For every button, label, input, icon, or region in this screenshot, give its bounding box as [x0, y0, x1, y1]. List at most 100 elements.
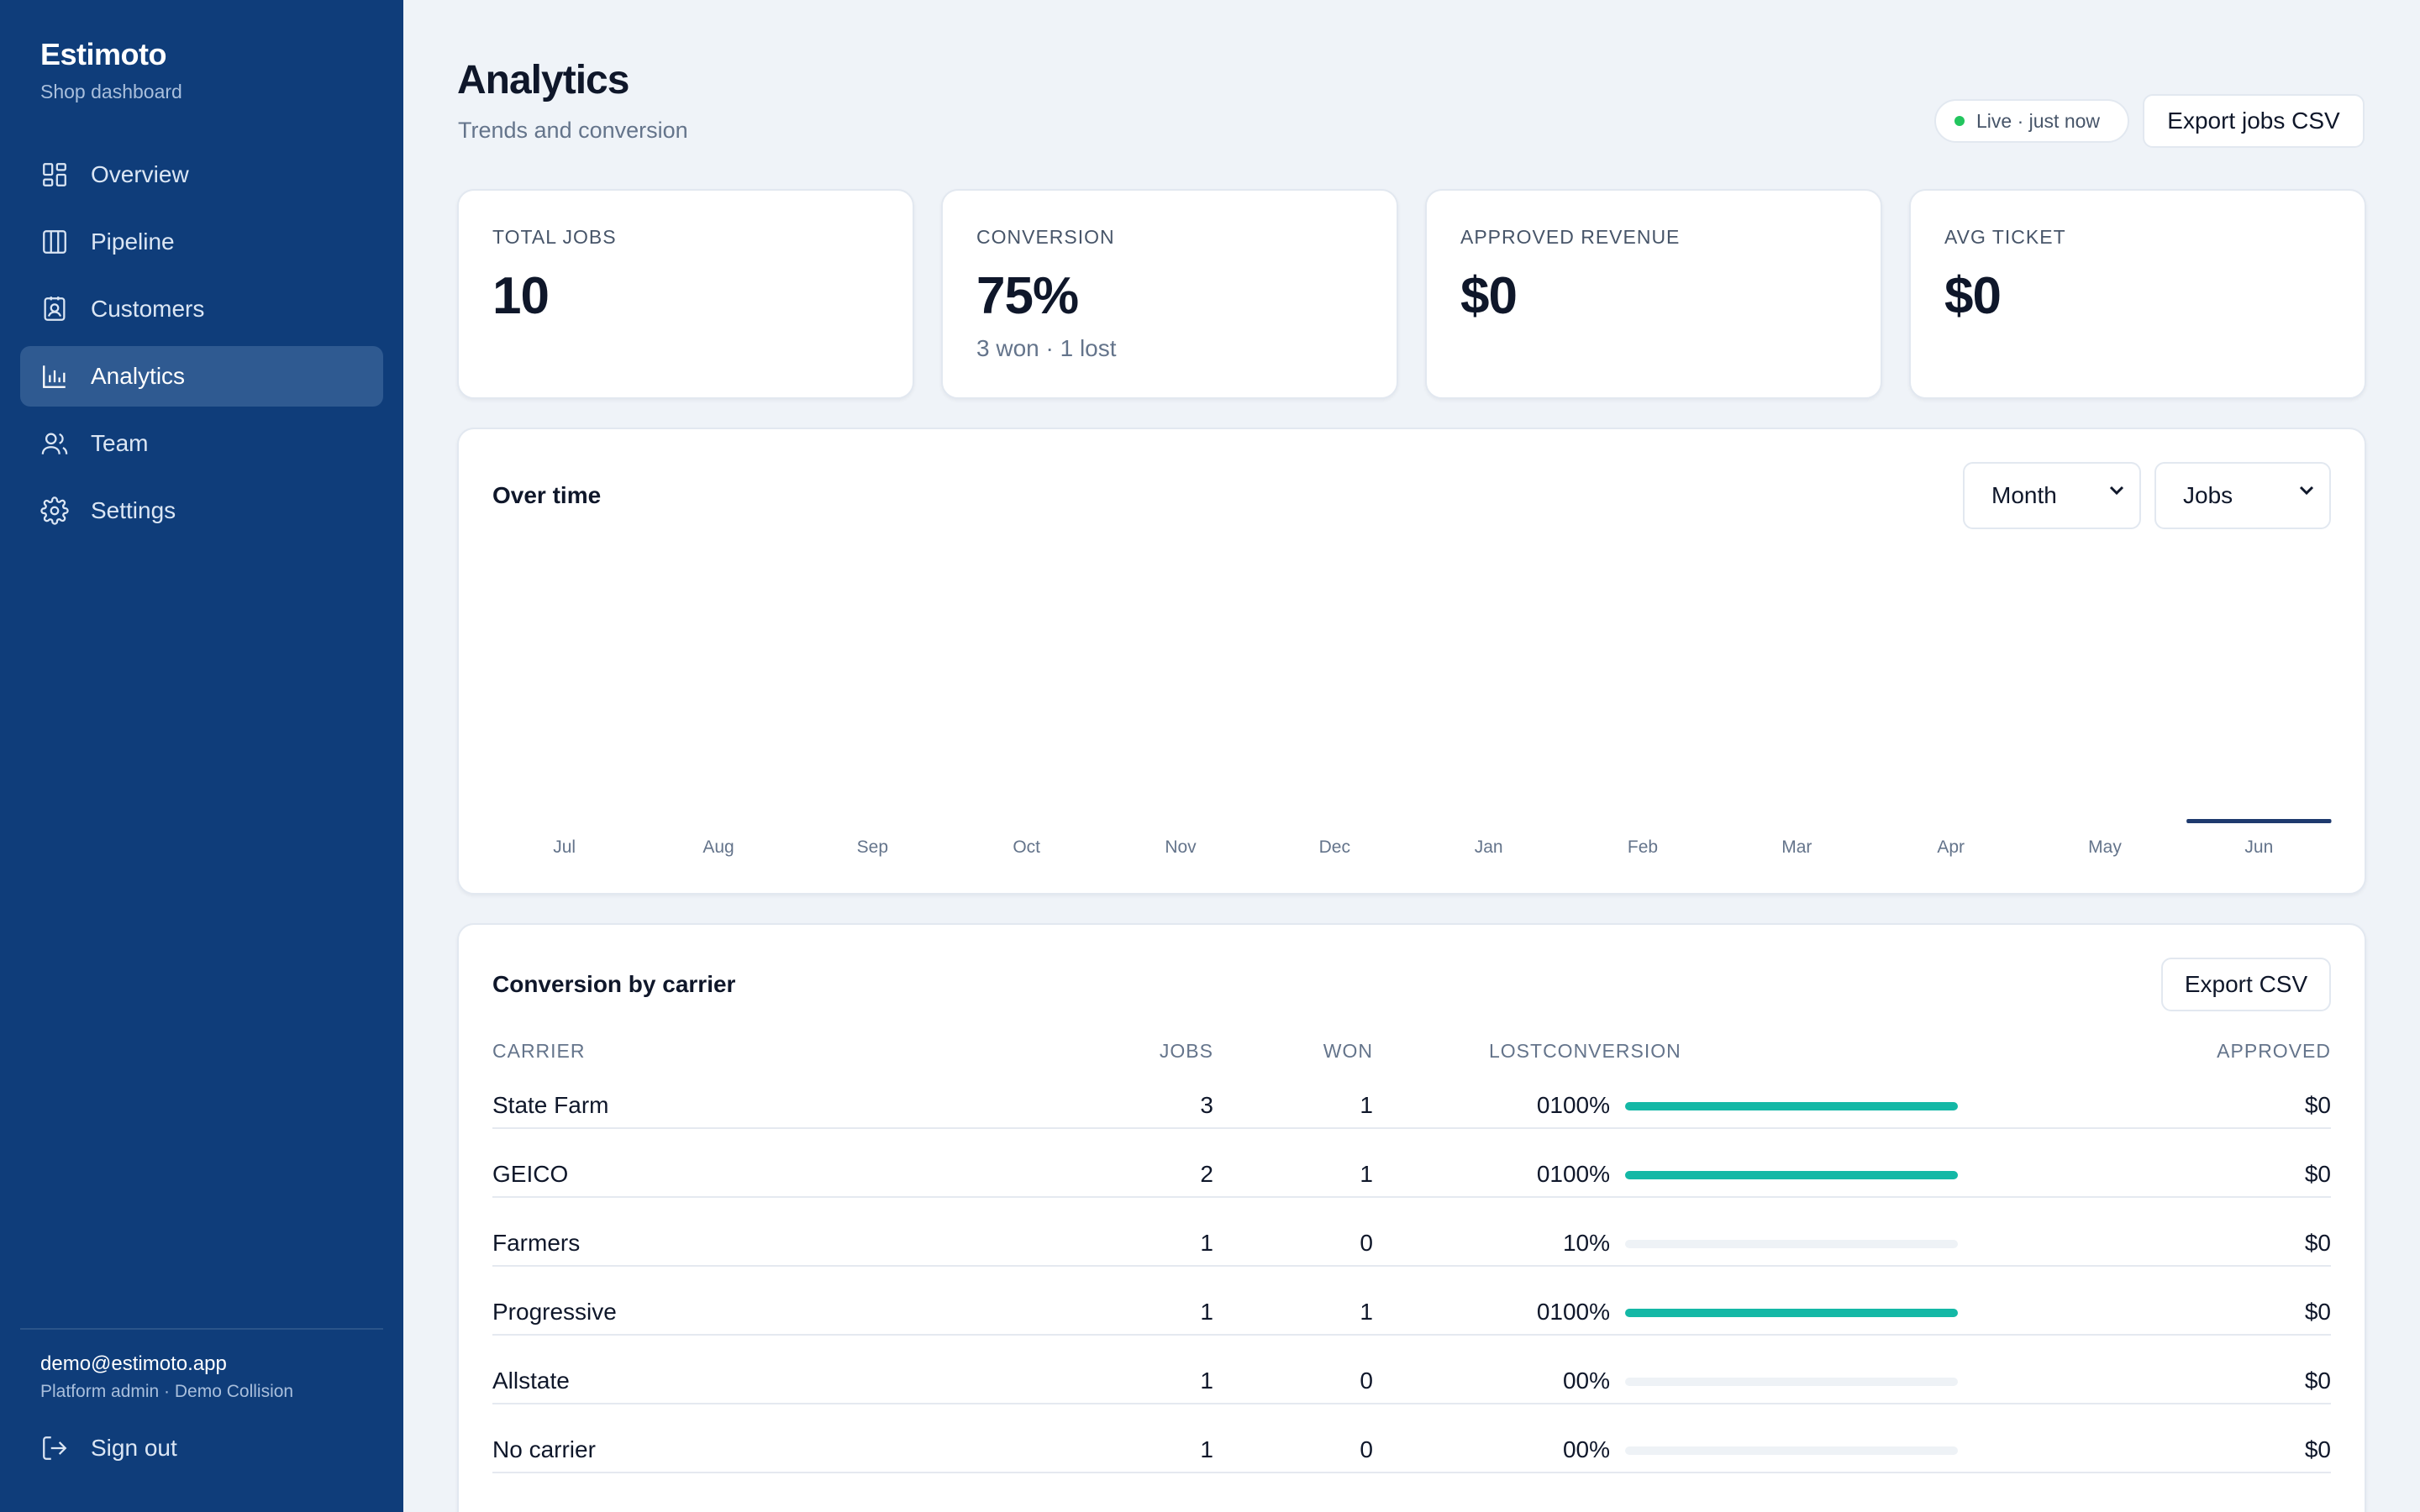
lost-conversion-cell: 00%: [1562, 1436, 1610, 1462]
carrier-table-title: Conversion by carrier: [492, 971, 736, 997]
conversion-bar-track: [1625, 1240, 1958, 1248]
chevron-down-icon: [2299, 486, 2314, 496]
row-divider: [492, 1127, 2331, 1129]
brand-name: Estimoto: [40, 37, 167, 71]
x-tick-label: Mar: [1781, 837, 1812, 857]
sidebar-item-label: Pipeline: [91, 228, 175, 255]
chevron-down-icon: [2109, 486, 2124, 496]
period-select[interactable]: Month: [1963, 462, 2141, 529]
sidebar-item-analytics[interactable]: Analytics: [20, 346, 383, 407]
jobs-cell: 1: [1200, 1299, 1213, 1325]
row-divider: [492, 1403, 2331, 1404]
lost-conversion-cell: 0100%: [1536, 1161, 1610, 1187]
brand-subtitle: Shop dashboard: [40, 81, 182, 102]
conversion-bar-fill: [1625, 1171, 1958, 1179]
sign-out-button[interactable]: Sign out: [20, 1418, 383, 1478]
users-icon: [40, 429, 69, 458]
jobs-cell: 2: [1200, 1161, 1213, 1187]
won-cell: 1: [1360, 1161, 1373, 1187]
sidebar-item-settings[interactable]: Settings: [20, 480, 383, 541]
metric-select[interactable]: Jobs: [2154, 462, 2331, 529]
conversion-bar-track: [1625, 1309, 1958, 1317]
x-tick-label: Oct: [1013, 837, 1040, 857]
live-status-text: Live · just now: [1976, 109, 2101, 132]
stat-card-approved-revenue: APPROVED REVENUE $0: [1425, 189, 1882, 399]
jobs-cell: 3: [1200, 1092, 1213, 1118]
carrier-table-card: [457, 923, 2366, 1512]
stat-card-avg-ticket: AVG TICKET $0: [1909, 189, 2366, 399]
x-tick-label: Feb: [1628, 837, 1658, 857]
x-tick-label: May: [2088, 837, 2122, 857]
stat-value: $0: [1944, 267, 2002, 325]
column-header-carrier: CARRIER: [492, 1040, 586, 1062]
sidebar-item-customers[interactable]: Customers: [20, 279, 383, 339]
export-jobs-csv-button[interactable]: Export jobs CSV: [2143, 94, 2365, 148]
carrier-name-cell: Allstate: [492, 1368, 570, 1394]
lost-conversion-cell: 00%: [1562, 1368, 1610, 1394]
bar-chart-icon: [40, 362, 69, 391]
won-cell: 0: [1360, 1368, 1373, 1394]
page-title: Analytics: [457, 58, 629, 102]
x-tick-label: Sep: [857, 837, 888, 857]
lost-conversion-cell: 0100%: [1536, 1092, 1610, 1118]
stat-value: $0: [1460, 267, 1518, 325]
stat-label: AVG TICKET: [1944, 226, 2066, 248]
won-cell: 1: [1360, 1092, 1373, 1118]
approved-cell: $0: [2304, 1368, 2331, 1394]
conversion-bar-track: [1625, 1171, 1958, 1179]
export-csv-button[interactable]: Export CSV: [2161, 958, 2331, 1011]
brand: Estimoto Shop dashboard: [40, 37, 182, 103]
stat-value: 75%: [976, 267, 1079, 325]
over-time-chart: Jul Aug Sep Oct Nov Dec Jan Feb Mar Apr May Jun: [553, 819, 2332, 857]
live-dot-icon: [1954, 116, 1965, 126]
sidebar-item-pipeline[interactable]: Pipeline: [20, 212, 383, 272]
column-header-won: WON: [1323, 1040, 1373, 1062]
sidebar-item-label: Analytics: [91, 363, 186, 389]
approved-cell: $0: [2304, 1092, 2331, 1118]
sidebar-divider: [20, 1328, 383, 1330]
period-select-value: Month: [1991, 482, 2057, 508]
approved-cell: $0: [2304, 1299, 2331, 1325]
sign-out-icon: [40, 1434, 69, 1462]
row-divider: [492, 1265, 2331, 1267]
x-tick-label: Jan: [1475, 837, 1503, 857]
live-status-badge: Live · just now: [1934, 99, 2129, 143]
stat-label: TOTAL JOBS: [492, 226, 617, 248]
won-cell: 0: [1360, 1436, 1373, 1462]
sidebar-item-label: Team: [91, 430, 149, 456]
x-tick-label: Apr: [1937, 837, 1965, 857]
dashboard-icon: [40, 160, 69, 189]
lost-conversion-cell: 0100%: [1536, 1299, 1610, 1325]
page-subtitle: Trends and conversion: [458, 118, 688, 143]
column-header-approved: APPROVED: [2217, 1040, 2331, 1062]
approved-cell: $0: [2304, 1230, 2331, 1256]
sidebar-item-label: Customers: [91, 296, 205, 322]
row-divider: [492, 1196, 2331, 1198]
gear-icon: [40, 496, 69, 525]
carrier-name-cell: Farmers: [492, 1230, 581, 1256]
stat-card-total-jobs: TOTAL JOBS 10: [457, 189, 914, 399]
won-cell: 0: [1360, 1230, 1373, 1256]
user-role: Platform admin · Demo Collision: [40, 1382, 294, 1401]
sidebar-item-label: Settings: [91, 497, 176, 523]
row-divider: [492, 1334, 2331, 1336]
x-tick-label: Aug: [702, 837, 734, 857]
conversion-bar-track: [1625, 1102, 1958, 1110]
jobs-cell: 1: [1200, 1436, 1213, 1462]
x-tick-label: Jun: [2244, 837, 2273, 857]
sidebar-item-team[interactable]: Team: [20, 413, 383, 474]
sidebar-nav: Overview Pipeline Customers Analytics Te…: [20, 144, 383, 548]
x-tick-label: Dec: [1319, 837, 1350, 857]
sidebar-item-overview[interactable]: Overview: [20, 144, 383, 205]
jobs-cell: 1: [1200, 1368, 1213, 1394]
conversion-bar-fill: [1625, 1102, 1958, 1110]
over-time-title: Over time: [492, 482, 602, 508]
row-divider: [492, 1472, 2331, 1473]
column-header-jobs: JOBS: [1159, 1040, 1213, 1062]
user-email: demo@estimoto.app: [40, 1352, 227, 1375]
stat-label: APPROVED REVENUE: [1460, 226, 1681, 248]
stat-note: 3 won · 1 lost: [976, 335, 1117, 361]
conversion-bar-fill: [1625, 1309, 1958, 1317]
won-cell: 1: [1360, 1299, 1373, 1325]
jobs-cell: 1: [1200, 1230, 1213, 1256]
